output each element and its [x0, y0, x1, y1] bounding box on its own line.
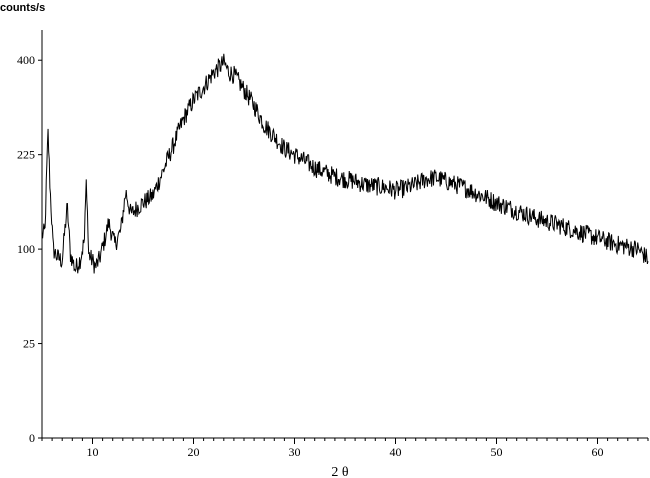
- y-axis-ticks: 0 25 100 225 400: [17, 53, 42, 445]
- x-tick-label: 40: [390, 445, 402, 459]
- y-tick-label: 100: [17, 242, 35, 256]
- y-tick-label: 25: [23, 337, 35, 351]
- x-tick-label: 60: [592, 445, 604, 459]
- series-line: [41, 53, 649, 274]
- x-tick-label: 20: [188, 445, 200, 459]
- y-axis-label: counts/s: [0, 2, 45, 14]
- y-tick-label: 0: [29, 431, 35, 445]
- x-axis-label: 2 θ: [331, 465, 349, 478]
- x-axis-ticks: 10 20 30 40 50 60: [41, 438, 649, 459]
- x-tick-label: 50: [491, 445, 503, 459]
- series-layer: [41, 53, 649, 274]
- x-tick-label: 30: [289, 445, 301, 459]
- y-tick-label: 225: [17, 148, 35, 162]
- x-tick-label: 10: [87, 445, 99, 459]
- y-tick-label: 400: [17, 53, 35, 67]
